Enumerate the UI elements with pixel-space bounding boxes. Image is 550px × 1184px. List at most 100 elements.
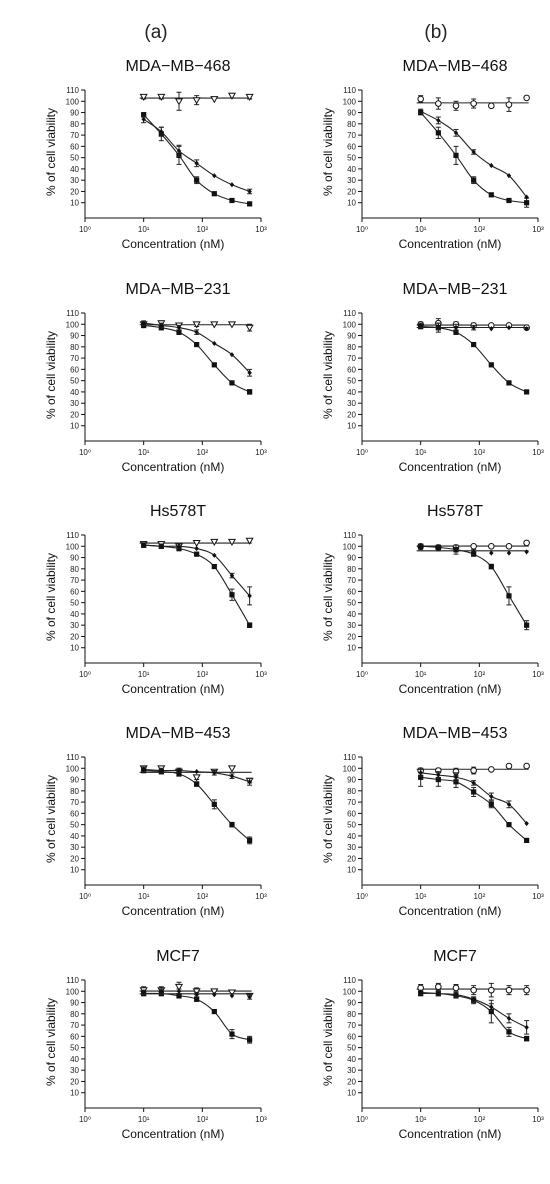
series-square <box>418 322 530 395</box>
x-tick-label: 10¹ <box>138 1115 150 1124</box>
y-tick-label: 20 <box>347 854 356 863</box>
data-point <box>227 321 237 329</box>
data-point <box>247 779 252 785</box>
data-point <box>229 773 235 779</box>
y-tick-label: 60 <box>347 365 356 374</box>
y-tick-label: 60 <box>70 809 79 818</box>
y-tick-label: 100 <box>343 97 357 106</box>
x-tick-label: 10² <box>474 892 486 901</box>
x-tick-label: 10³ <box>532 670 544 679</box>
data-point <box>488 801 494 807</box>
fit-curve <box>143 544 251 626</box>
data-point <box>488 1008 494 1015</box>
y-tick-label: 90 <box>347 332 356 341</box>
data-point <box>506 1015 512 1021</box>
y-tick-label: 90 <box>70 332 79 341</box>
data-point <box>453 152 459 158</box>
data-point <box>524 194 529 200</box>
y-tick-label: 110 <box>66 976 79 985</box>
series-diamond <box>416 322 529 332</box>
data-point <box>229 822 235 828</box>
data-point <box>141 542 146 548</box>
data-point <box>210 96 219 104</box>
x-tick-label: 10⁰ <box>356 1115 368 1124</box>
y-tick-label: 60 <box>347 809 356 818</box>
y-tick-label: 50 <box>347 599 356 608</box>
y-tick-label: 60 <box>70 587 79 596</box>
data-point <box>159 543 164 549</box>
y-tick-label: 10 <box>347 199 356 208</box>
data-point <box>247 201 253 207</box>
data-point <box>212 992 217 998</box>
y-tick-label: 60 <box>70 1032 79 1041</box>
y-tick-label: 110 <box>343 531 356 540</box>
data-point <box>435 100 442 107</box>
data-point <box>471 789 477 795</box>
data-point <box>247 188 252 195</box>
series-diamond <box>141 320 253 377</box>
y-tick-label: 110 <box>66 86 79 95</box>
x-axis-label: Concentration (nM) <box>399 682 502 696</box>
y-tick-label: 30 <box>70 843 79 852</box>
y-tick-label: 20 <box>70 1077 79 1086</box>
data-point <box>506 325 512 331</box>
data-point <box>418 989 423 995</box>
data-point <box>488 986 495 994</box>
fit-curve <box>420 112 527 204</box>
data-point <box>176 771 182 777</box>
data-point <box>435 130 441 136</box>
fit-curve <box>420 545 528 626</box>
data-point <box>418 544 423 550</box>
data-point <box>452 984 460 992</box>
data-point <box>227 538 237 546</box>
series-diamond <box>418 989 530 1035</box>
y-tick-label: 70 <box>70 131 79 140</box>
data-point <box>176 329 182 335</box>
chart-panel-8: MDA−MB−453 10 20 30 40 50 60 70 80 90 100 110 % of c… <box>321 725 544 918</box>
data-point <box>176 325 182 331</box>
data-point <box>212 770 217 776</box>
y-tick-label: 50 <box>70 821 79 830</box>
x-tick-label: 10⁰ <box>356 892 368 901</box>
data-point <box>524 820 529 827</box>
y-tick-label: 10 <box>347 866 356 875</box>
data-point <box>192 988 201 996</box>
y-tick-label: 20 <box>347 632 356 641</box>
series-triangle-open <box>139 765 254 785</box>
data-point <box>505 542 513 550</box>
data-point <box>524 549 529 555</box>
x-tick-label: 10³ <box>532 225 544 234</box>
y-tick-label: 10 <box>70 422 79 431</box>
data-point <box>452 102 460 110</box>
data-point <box>159 767 164 774</box>
data-point <box>247 837 253 844</box>
data-point <box>471 549 476 555</box>
y-tick-label: 60 <box>347 142 356 151</box>
x-tick-label: 10¹ <box>138 670 150 679</box>
x-tick-label: 10³ <box>255 1115 267 1124</box>
data-point <box>211 801 217 807</box>
data-point <box>229 197 235 204</box>
x-tick-label: 10⁰ <box>79 892 91 901</box>
y-tick-label: 90 <box>70 776 79 785</box>
data-point <box>194 769 199 775</box>
y-tick-label: 80 <box>347 1010 356 1019</box>
data-point <box>176 148 182 154</box>
y-tick-label: 70 <box>347 354 356 363</box>
data-point <box>194 996 200 1002</box>
y-tick-label: 110 <box>66 309 79 318</box>
y-tick-label: 90 <box>347 776 356 785</box>
chart-panel-10: MCF7 10 20 30 40 50 60 70 80 90 100 110 % of cell vi… <box>321 948 544 1141</box>
x-tick-label: 10² <box>474 1115 486 1124</box>
data-point <box>159 129 164 135</box>
data-point <box>506 173 512 179</box>
y-tick-label: 20 <box>347 187 356 196</box>
series-diamond <box>141 115 253 195</box>
x-axis-label: Concentration (nM) <box>122 682 225 696</box>
column-label-b: (b) <box>424 22 447 43</box>
data-point <box>524 200 530 206</box>
y-axis-label: % of cell viability <box>321 998 335 1086</box>
x-tick-label: 10⁰ <box>356 225 368 234</box>
data-point <box>505 101 513 108</box>
